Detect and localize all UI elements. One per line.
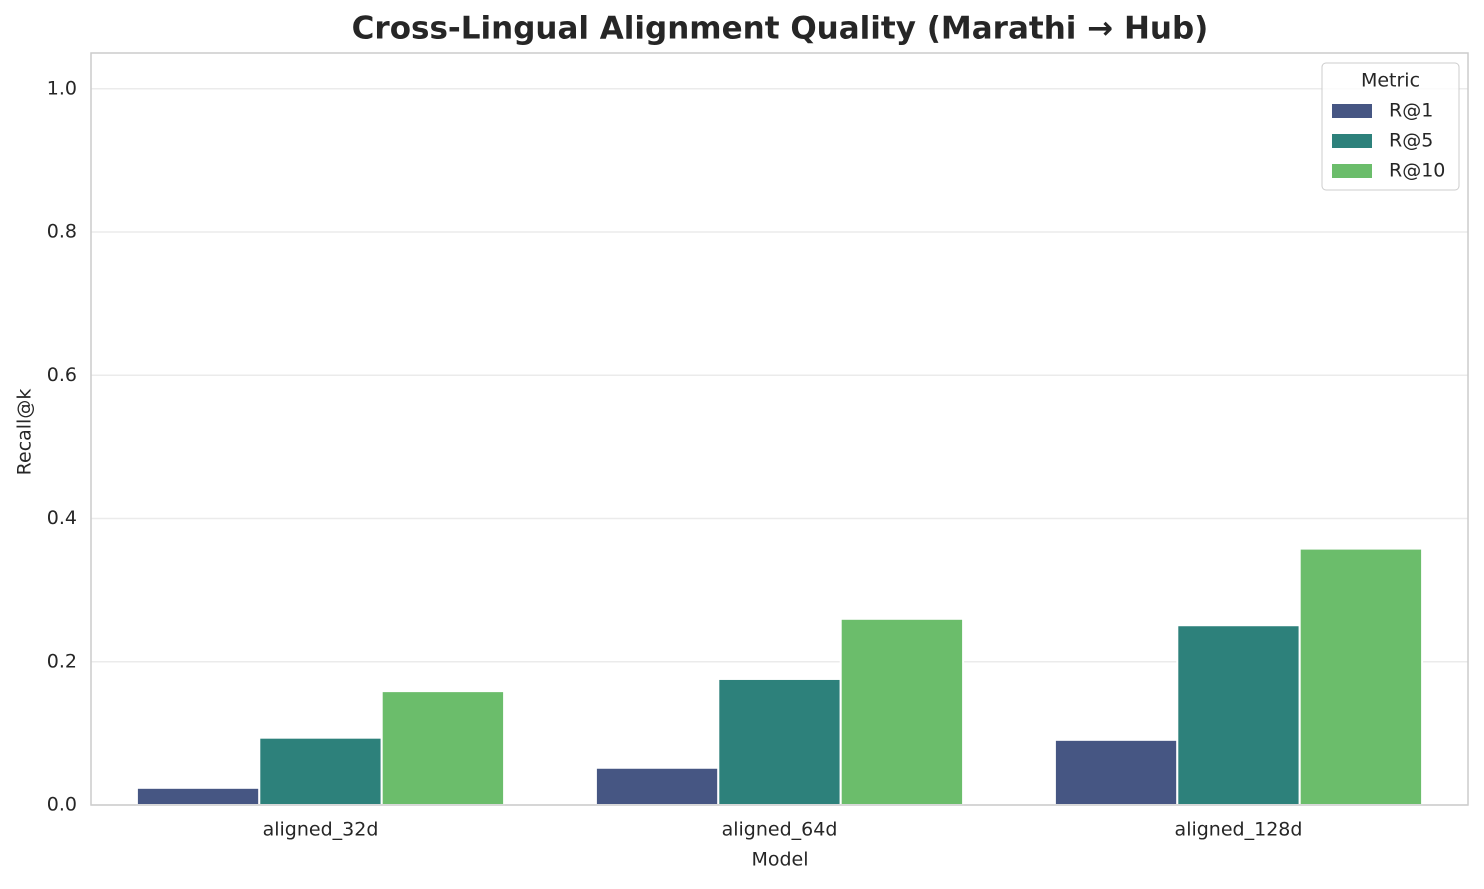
y-tick-label: 0.2 — [47, 650, 77, 672]
y-axis-label: Recall@k — [14, 389, 36, 476]
bar — [839, 617, 965, 806]
y-tick-label: 0.0 — [47, 794, 77, 816]
x-axis-label: Model — [751, 849, 808, 871]
legend-swatch — [1332, 164, 1372, 178]
bar — [135, 786, 261, 806]
legend-swatch — [1332, 104, 1372, 118]
bar — [258, 736, 383, 807]
legend-label: R@10 — [1389, 160, 1445, 182]
bar — [717, 677, 842, 807]
x-tick-label: aligned_64d — [722, 819, 838, 841]
bar — [1176, 624, 1301, 807]
x-tick-label: aligned_32d — [263, 819, 379, 841]
y-tick-label: 0.8 — [47, 221, 77, 243]
legend-swatch — [1332, 134, 1372, 148]
legend-label: R@1 — [1389, 100, 1433, 122]
bar — [1298, 547, 1424, 806]
bar — [380, 690, 506, 807]
legend-label: R@5 — [1389, 130, 1433, 152]
y-tick-label: 0.4 — [47, 507, 77, 529]
bar — [1053, 738, 1179, 806]
plot-frame — [90, 52, 1469, 806]
y-tick-label: 1.0 — [47, 77, 77, 99]
chart-title: Cross-Lingual Alignment Quality (Marathi… — [352, 11, 1209, 47]
y-tick-label: 0.6 — [47, 364, 77, 386]
legend-box — [1321, 62, 1460, 191]
bar — [594, 766, 720, 807]
legend-title: Metric — [1361, 70, 1420, 92]
x-tick-label: aligned_128d — [1175, 819, 1303, 841]
